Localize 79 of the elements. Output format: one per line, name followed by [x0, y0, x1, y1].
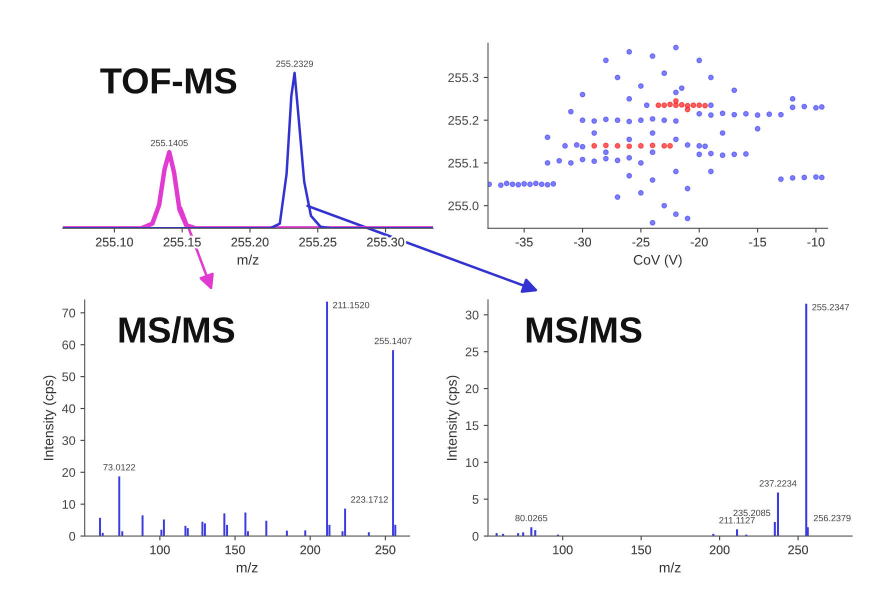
annotation: 211.1127	[719, 517, 755, 524]
y-axis-title: Intensity (cps)	[446, 376, 460, 460]
x-axis-title: m/z	[660, 562, 681, 573]
y-tick-label: 40	[62, 404, 76, 414]
point	[614, 143, 620, 149]
y-tick-label: 20	[466, 384, 478, 394]
y-tick-label: 5	[472, 495, 478, 504]
point	[684, 106, 690, 112]
x-tick-label: 200	[300, 545, 320, 554]
annotation: 255.2329	[276, 60, 313, 67]
annotation: 73.0122	[103, 464, 136, 470]
y-tick-label: 70	[62, 308, 76, 318]
annotation: 211.1520	[333, 302, 370, 308]
x-tick-label: -35	[516, 238, 533, 247]
annotation: 235.2085	[733, 510, 770, 516]
point	[661, 102, 668, 108]
x-tick-label: 150	[226, 545, 245, 554]
point	[638, 143, 644, 149]
x-tick-label: 100	[553, 545, 573, 554]
point	[678, 102, 685, 108]
x-tick-label: 200	[710, 545, 730, 554]
x-tick-label: 100	[150, 545, 170, 554]
y-tick-label: 255.2	[448, 116, 478, 125]
annotation: 223.1712	[351, 496, 388, 503]
annotation: 256.2379	[814, 514, 851, 522]
point	[656, 102, 662, 108]
y-axis-title: Intensity (cps)	[43, 376, 56, 460]
annotation: 255.2347	[812, 304, 849, 310]
point	[650, 142, 656, 148]
point	[603, 142, 609, 148]
chart-title: MS/MS	[120, 316, 234, 344]
x-tick-label: -20	[690, 238, 708, 247]
x-tick-label: 250	[376, 545, 396, 554]
annotation: 80.0265	[515, 514, 548, 522]
x-tick-label: 255.30	[367, 238, 404, 247]
point	[696, 102, 702, 108]
x-axis-title: m/z	[236, 562, 258, 573]
annotation: 255.1407	[374, 338, 412, 344]
x-axis-title: m/z	[238, 254, 258, 265]
y-tick-label: 50	[62, 372, 76, 382]
x-tick-label: -10	[807, 238, 824, 247]
annotation: 255.1405	[150, 140, 188, 146]
y-tick-label: 255.0	[448, 201, 478, 210]
point	[702, 102, 708, 108]
annotation: 237.2234	[760, 480, 797, 487]
y-tick-label: 25	[466, 347, 478, 356]
y-tick-label: 60	[62, 340, 76, 350]
x-tick-label: 255.20	[231, 238, 269, 247]
chart-title: TOF-MS	[100, 68, 236, 94]
bar	[776, 492, 780, 536]
x-tick-label: 255.10	[96, 238, 134, 247]
x-tick-label: 250	[788, 545, 808, 554]
y-tick-label: 30	[62, 436, 76, 446]
x-axis-title: CoV (V)	[634, 254, 682, 268]
bar	[530, 527, 532, 536]
point	[667, 143, 673, 149]
point	[690, 102, 696, 108]
x-tick-label: 255.25	[299, 238, 336, 247]
x-tick-label: -15	[749, 238, 766, 247]
bar	[534, 530, 536, 536]
bar	[805, 304, 808, 536]
x-tick-label: -30	[574, 238, 592, 247]
y-tick-label: 30	[466, 310, 478, 320]
x-tick-label: 150	[632, 545, 652, 554]
y-tick-label: 0	[69, 532, 76, 541]
point	[667, 102, 673, 108]
y-tick-label: 10	[62, 500, 76, 509]
point	[626, 143, 632, 150]
point	[661, 143, 668, 149]
y-tick-label: 15	[466, 421, 478, 430]
y-tick-label: 20	[62, 468, 76, 477]
point	[591, 143, 598, 149]
y-tick-label: 255.1	[448, 158, 478, 168]
y-tick-label: 255.3	[448, 73, 478, 82]
y-tick-label: 10	[466, 458, 478, 467]
x-tick-label: -25	[632, 238, 650, 247]
chart-title: MS/MS	[526, 316, 642, 344]
point	[673, 98, 679, 104]
y-tick-label: 0	[472, 532, 478, 541]
